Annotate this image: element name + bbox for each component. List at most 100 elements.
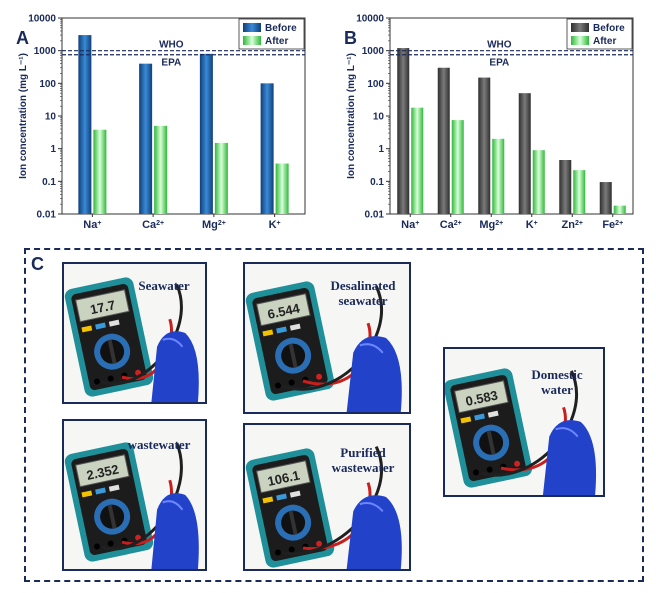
glove-highlight	[359, 343, 384, 354]
bar-after-na	[411, 107, 424, 214]
multimeter-reading: 17.7	[89, 297, 117, 317]
bar-before-zn	[559, 159, 572, 214]
chart-b: B 0.01 0.1 1 10 100 1000 10000 Ion concentration…	[344, 14, 634, 231]
dial-pointer	[486, 430, 496, 455]
dial-pointer	[107, 504, 117, 529]
bar-after-ca	[154, 125, 168, 214]
photo-caption: Desalinated seawater	[330, 278, 396, 308]
y-tick-label: 0.01	[365, 210, 385, 221]
button-blue	[95, 322, 106, 330]
probe-jack	[288, 379, 295, 386]
photo-seawater: 17.7 Seawater	[62, 262, 207, 404]
y-tick-label: 10	[373, 112, 385, 123]
multimeter-reading: 6.544	[266, 300, 302, 322]
bar-after-mg	[492, 138, 505, 214]
multimeter-display	[454, 380, 509, 414]
button-white	[289, 490, 301, 498]
legend-swatch-after	[571, 36, 589, 45]
x-tick-label: Fe2+	[602, 219, 623, 231]
bar-before-mg	[478, 77, 491, 214]
y-tick-label: 0.1	[42, 177, 56, 188]
glove-highlight	[162, 337, 184, 348]
dial-pointer	[107, 339, 117, 364]
bar-before-na	[397, 48, 410, 214]
bar-after-na	[93, 129, 107, 214]
multimeter-reading: 0.583	[464, 387, 499, 408]
reference-label-epa: EPA	[489, 58, 509, 69]
multimeter-display-group: 106.1	[256, 460, 323, 556]
button-blue	[276, 493, 287, 501]
y-tick-label: 1000	[362, 46, 385, 57]
multimeter-display-group: 2.352	[75, 454, 142, 550]
x-tick-label: K+	[269, 219, 281, 231]
multimeter-display	[256, 293, 311, 327]
multimeter-scene: 17.7	[64, 264, 205, 402]
multimeter-reading: 106.1	[266, 467, 301, 488]
bar-before-mg	[199, 53, 213, 214]
y-tick-label: 0.1	[370, 177, 384, 188]
y-tick-label: 0.01	[37, 210, 57, 221]
multimeter-scene: 106.1	[245, 425, 409, 569]
probe-jack	[316, 540, 323, 547]
legend-label-after: After	[593, 36, 616, 47]
panel-c-frame	[24, 248, 644, 582]
button-blue	[474, 413, 485, 421]
y-tick-label: 100	[39, 79, 56, 90]
bar-before-k	[518, 93, 531, 214]
legend-swatch-before	[571, 23, 589, 32]
probe-jack	[514, 460, 521, 467]
bar-after-k	[275, 163, 289, 214]
multimeter-display	[75, 454, 130, 488]
panel-label: A	[16, 28, 29, 48]
bar-before-ca	[139, 63, 153, 214]
legend-swatch-after	[243, 36, 261, 45]
button-yellow	[262, 329, 274, 337]
multimeter-display-group: 0.583	[454, 380, 521, 476]
bar-before-k	[260, 83, 274, 214]
photo-desalinated-seawater: 6.544 Desalinated seawater	[243, 262, 411, 414]
y-tick-label: 100	[367, 79, 384, 90]
probe-jack	[107, 375, 114, 382]
x-tick-label: Mg2+	[202, 219, 226, 231]
gloved-hand	[346, 336, 402, 412]
chart-a: A 0.01 0.1 1 10 100 1000 10000 Ion concentration…	[16, 14, 306, 231]
bar-before-na	[78, 35, 92, 214]
probe-jack	[316, 373, 323, 380]
bar-before-fe	[599, 182, 612, 214]
photo-domestic-water: 0.583 Domestic water	[443, 347, 605, 497]
probe-jack	[274, 549, 281, 556]
bar-before-ca	[437, 67, 450, 214]
multimeter-display	[75, 289, 130, 323]
bar-after-mg	[214, 142, 228, 214]
multimeter-scene: 2.352	[64, 421, 205, 569]
panel-c-label: C	[31, 254, 44, 274]
multimeter-reading: 2.352	[85, 461, 120, 482]
y-tick-label: 1	[50, 144, 56, 155]
dial-pointer	[288, 510, 298, 535]
multimeter-display	[256, 460, 311, 494]
gloved-hand	[151, 493, 199, 569]
glove-highlight	[162, 500, 184, 511]
photo-caption: Seawater	[138, 278, 190, 293]
bar-after-zn	[573, 170, 586, 214]
gloved-hand	[346, 495, 402, 569]
x-tick-label: Na+	[83, 219, 101, 231]
reference-label-epa: EPA	[161, 58, 181, 69]
probe-jack	[93, 543, 100, 550]
gloved-hand	[542, 420, 597, 495]
x-tick-label: Mg2+	[479, 219, 503, 231]
probe-jack	[486, 466, 493, 473]
y-tick-label: 1000	[34, 46, 57, 57]
multimeter-display-group: 6.544	[256, 293, 323, 389]
y-tick-label: 10	[45, 112, 57, 123]
legend-label-after: After	[265, 36, 288, 47]
y-tick-label: 1	[378, 144, 384, 155]
glove-highlight	[359, 502, 384, 513]
button-yellow	[262, 496, 274, 504]
bar-after-ca	[451, 120, 464, 214]
x-tick-label: K+	[526, 219, 538, 231]
probe-jack	[107, 540, 114, 547]
dial-pointer	[288, 343, 298, 368]
bar-after-k	[532, 150, 545, 214]
probe-jack	[472, 469, 479, 476]
